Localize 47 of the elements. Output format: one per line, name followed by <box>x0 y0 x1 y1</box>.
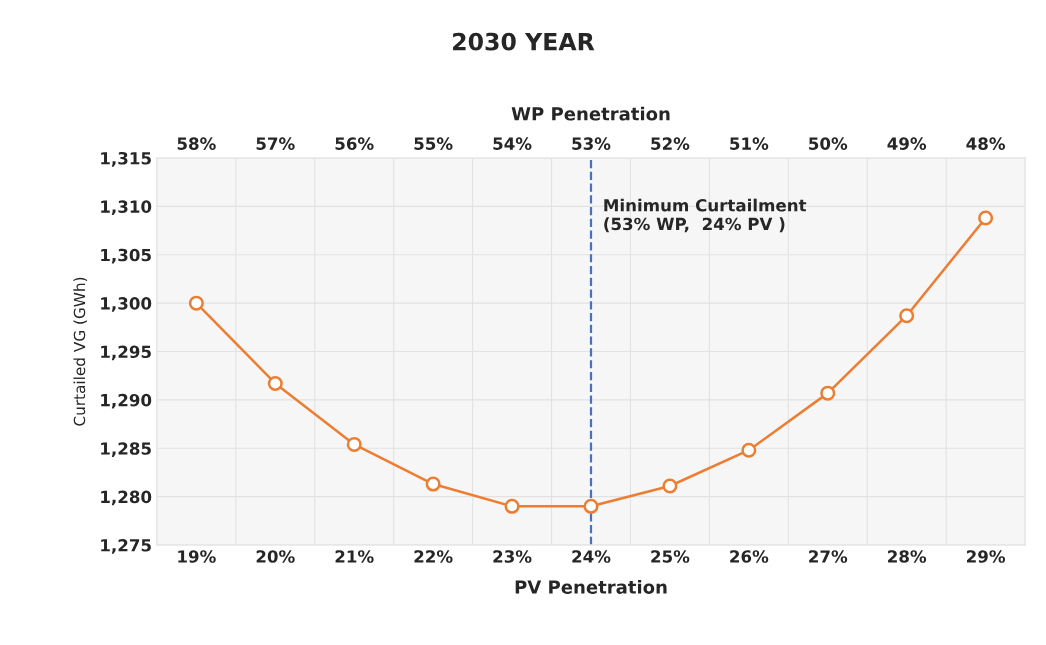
x2-tick-label: 54% <box>493 137 532 150</box>
point <box>662 478 678 494</box>
x-tick-label: 28% <box>888 550 927 563</box>
x2-tick-label: 51% <box>730 137 769 150</box>
x2-tick-label: 58% <box>177 137 216 150</box>
y-tick-label: 1,315 <box>101 151 151 167</box>
x2-tick-label: 48% <box>966 137 1006 150</box>
chart-title: 2030 YEAR <box>453 32 595 51</box>
x-tick-label: 23% <box>493 550 532 563</box>
y-tick-label: 1,310 <box>101 200 152 216</box>
y-tick-label: 1,305 <box>101 248 151 264</box>
point <box>267 375 283 391</box>
ref-line-label: Minimum Curtailment (53% WP, 24% PV ) <box>604 198 807 233</box>
y-tick-label: 1,275 <box>101 538 151 554</box>
y-tick-label: 1,295 <box>101 345 151 361</box>
x2-axis-title: WP Penetration <box>511 106 670 121</box>
x-tick-label: 21% <box>335 550 374 563</box>
x-tick-label: 20% <box>256 550 295 563</box>
y-tick-label: 1,290 <box>101 393 152 409</box>
point <box>899 308 915 324</box>
x2-tick-label: 49% <box>887 137 927 150</box>
x2-tick-label: 55% <box>414 137 453 150</box>
x2-tick-label: 52% <box>651 137 690 150</box>
x-axis-title: PV Penetration <box>515 579 667 594</box>
x2-tick-label: 57% <box>256 137 295 150</box>
x-tick-label: 22% <box>414 550 453 563</box>
y-tick-label: 1,300 <box>101 297 152 312</box>
y-tick-label: 1,280 <box>101 490 152 506</box>
x-tick-label: 19% <box>178 550 216 563</box>
point <box>346 436 362 452</box>
point <box>741 442 757 458</box>
x-tick-label: 24% <box>572 550 611 563</box>
point <box>188 295 204 311</box>
point <box>583 498 599 514</box>
x-tick-label: 25% <box>651 550 690 563</box>
x-tick-label: 29% <box>966 550 1006 563</box>
x2-tick-label: 50% <box>809 137 848 150</box>
y-axis-title: Curtailed VG (GWh) <box>73 277 88 426</box>
x-tick-label: 27% <box>809 550 848 563</box>
y-tick-label: 1,285 <box>101 442 151 457</box>
point <box>820 385 836 401</box>
point <box>425 476 441 492</box>
point <box>978 210 994 226</box>
x2-tick-label: 56% <box>335 137 374 150</box>
point <box>504 498 520 514</box>
x2-tick-label: 53% <box>572 137 611 150</box>
x-tick-label: 26% <box>730 550 769 563</box>
